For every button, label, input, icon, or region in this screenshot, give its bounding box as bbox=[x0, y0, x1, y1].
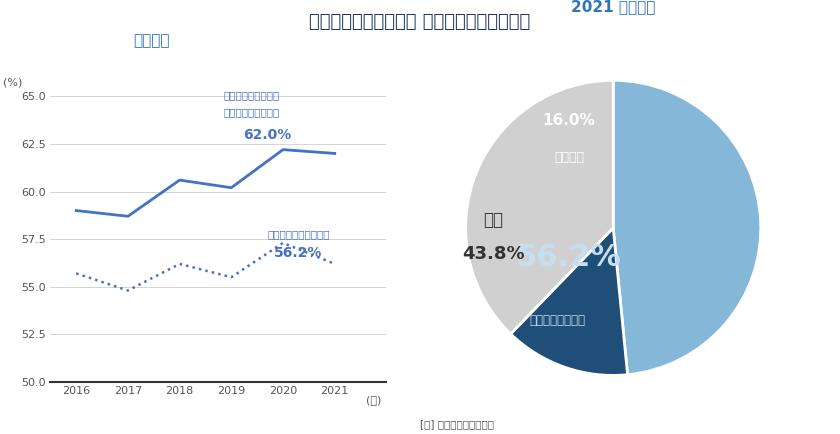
Text: (%): (%) bbox=[3, 78, 23, 88]
Text: 56.2%: 56.2% bbox=[275, 246, 323, 260]
Wedge shape bbox=[613, 80, 761, 375]
Text: 43.8%: 43.8% bbox=[462, 245, 525, 263]
Text: 赤字: 赤字 bbox=[483, 211, 503, 230]
Text: (年): (年) bbox=[365, 395, 381, 405]
Text: 資産超過: 資産超過 bbox=[554, 151, 584, 164]
Text: 16.0%: 16.0% bbox=[543, 113, 596, 128]
Text: 休廣業・解散のうち: 休廣業・解散のうち bbox=[224, 90, 280, 100]
Text: 「資産超過」の割合: 「資産超過」の割合 bbox=[224, 107, 280, 117]
Wedge shape bbox=[465, 80, 613, 334]
Text: 56.2%: 56.2% bbox=[516, 243, 622, 272]
Text: 2021 年の内訳: 2021 年の内訳 bbox=[571, 0, 655, 14]
Text: 経年推移: 経年推移 bbox=[133, 33, 170, 49]
Text: 当期純利益が「黒字」: 当期純利益が「黒字」 bbox=[267, 229, 330, 239]
Text: [注] 直近期決算に基づく: [注] 直近期決算に基づく bbox=[420, 420, 494, 430]
Wedge shape bbox=[511, 228, 627, 375]
Text: 休廣業・解散における 黒字・資産超過の割合: 休廣業・解散における 黒字・資産超過の割合 bbox=[309, 13, 531, 31]
Text: 当期純利益が黒字: 当期純利益が黒字 bbox=[530, 314, 585, 326]
Text: 62.0%: 62.0% bbox=[244, 128, 291, 142]
